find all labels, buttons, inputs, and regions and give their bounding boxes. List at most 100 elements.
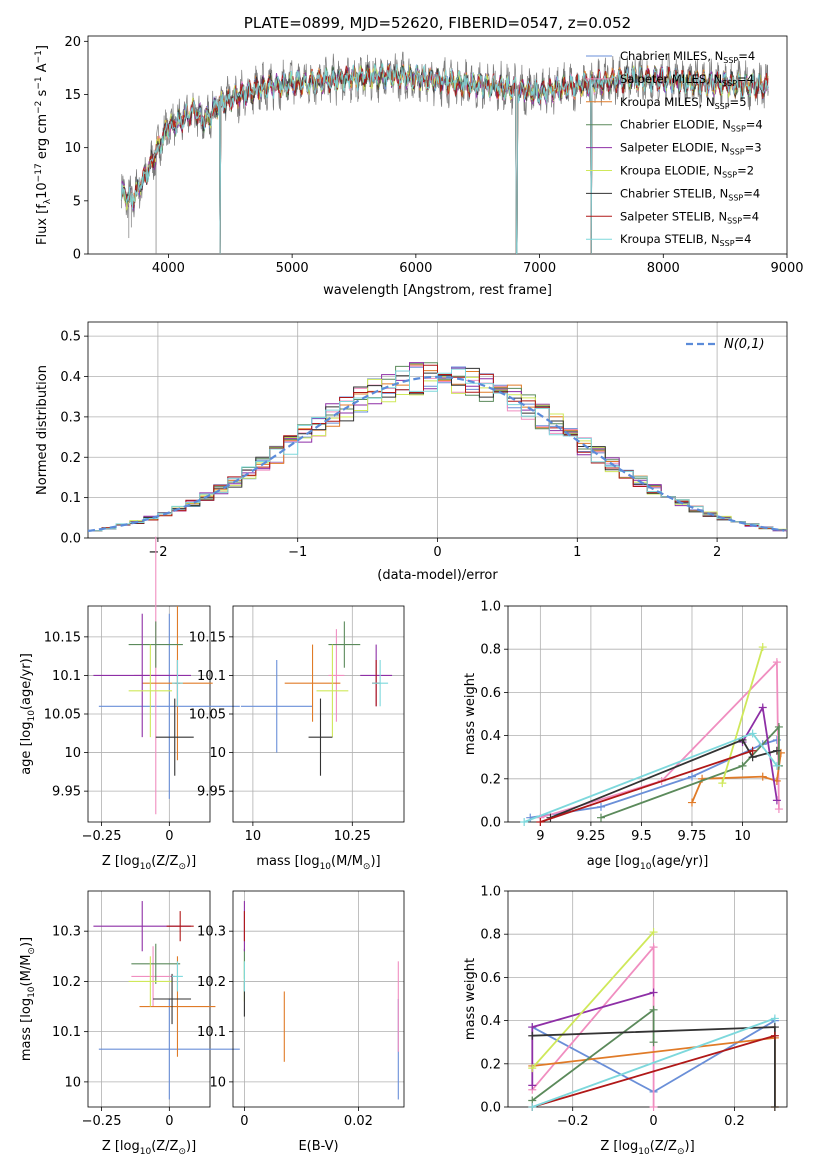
model-spectrum-line <box>120 64 769 254</box>
residual-histogram-panel: −2 −1 0 1 2 0.0 0.1 0.2 0.3 0.4 0.5 (data-model)/er… <box>35 321 788 583</box>
legend-sep: , <box>714 141 721 155</box>
weight-marker <box>528 1023 537 1032</box>
weight-vs-metallicity-panel: −0.2 0 0.2 0.0 0.2 0.4 0.6 0.8 1.0 Z [log10(Z/Z⊙)… <box>463 885 788 1157</box>
y-tick-label: 0.2 <box>60 451 81 466</box>
axes-frame <box>507 890 788 1108</box>
x-tick-label: 9.25 <box>576 829 605 844</box>
weight-marker <box>528 1064 537 1073</box>
legend-sep: , <box>704 232 711 246</box>
axes-frame <box>87 35 788 255</box>
error-point <box>240 660 313 753</box>
weight-marker <box>528 1103 537 1111</box>
weight-marker <box>528 1081 537 1090</box>
ylabel-sub: 10 <box>27 986 37 998</box>
xlabel: age [log <box>587 854 640 869</box>
x-tick-label: 10 <box>245 829 262 844</box>
x-axis-label: Z [log10(Z/Z⊙)] <box>600 1139 694 1157</box>
y-tick-label: 10.1 <box>52 669 81 684</box>
error-point <box>316 644 349 738</box>
nssp-label: N <box>722 118 731 132</box>
xlabel: (data-model)/error <box>377 568 498 583</box>
y-axis-label: mass weight <box>463 958 478 1040</box>
normal-distribution-curve <box>87 375 785 532</box>
ylabel-sub: λ <box>43 198 53 204</box>
weight-marker <box>649 988 658 997</box>
mass-vs-ebv-panel: 0 0.02 10 10.1 10.2 10.3 E(B-V) <box>197 890 405 1154</box>
weight-series <box>520 729 781 826</box>
error-point <box>172 961 183 992</box>
nssp-value: 4 <box>747 72 754 86</box>
y-tick-label: 0.4 <box>480 729 501 744</box>
x-tick-label: −0.25 <box>82 1114 122 1129</box>
weight-line <box>550 738 778 819</box>
x-tick-label: 0.02 <box>344 1114 373 1129</box>
ylabel-end: )] <box>19 937 34 947</box>
weight-line <box>531 991 654 1086</box>
model-spectrum-line <box>120 63 769 254</box>
ylabel: age [log <box>19 722 34 775</box>
model-spectrum-line <box>120 63 769 254</box>
xlabel-sub: 10 <box>140 1147 152 1157</box>
weight-marker <box>649 1103 658 1111</box>
error-point <box>172 660 183 707</box>
ylabel-end: ] <box>35 45 50 50</box>
legend-entry: Chabrier MILES, NSSP=4 <box>620 49 755 65</box>
x-tick-label: 6000 <box>399 261 432 276</box>
legend-sep: , <box>707 49 714 63</box>
x-tick-label: 9000 <box>770 261 803 276</box>
legend-eq: = <box>742 209 752 223</box>
y-axis-label: age [log10(age/yr)] <box>19 653 37 775</box>
y-tick-label: 0.3 <box>60 410 81 425</box>
error-point <box>128 621 183 668</box>
xlabel-rest: (Z/Z <box>151 854 178 869</box>
x-axis-label: wavelength [Angstrom, rest frame] <box>323 283 552 298</box>
legend-name: Kroupa MILES <box>620 95 699 109</box>
error-point <box>308 698 333 776</box>
weight-series <box>528 988 658 1090</box>
y-tick-label: 10 <box>209 1075 226 1090</box>
legend-eq: = <box>737 164 747 178</box>
y-tick-label: 9.95 <box>52 785 81 800</box>
weight-line <box>600 724 780 819</box>
error-point <box>93 613 192 738</box>
legend-eq: = <box>743 186 753 200</box>
legend-entry: Chabrier STELIB, NSSP=4 <box>620 186 760 202</box>
xlabel-sub: 10 <box>140 862 152 872</box>
y-tick-label: 0.8 <box>480 643 501 658</box>
error-point <box>372 660 389 707</box>
weight-marker <box>520 818 529 826</box>
xlabel-sub2: ⊙ <box>677 1147 685 1157</box>
legend-eq: = <box>738 49 748 63</box>
legend-name: Salpeter STELIB <box>620 209 711 223</box>
nssp-value: 4 <box>752 209 759 223</box>
legend-name: Chabrier STELIB <box>620 186 712 200</box>
legend-name: Salpeter MILES <box>620 72 706 86</box>
x-tick-label: −2 <box>148 545 167 560</box>
xlabel-sub: 10 <box>640 862 652 872</box>
x-axis-label: E(B-V) <box>298 1139 338 1154</box>
y-tick-label: 0.2 <box>480 1057 501 1072</box>
y-tick-label: 10 <box>209 746 226 761</box>
error-point <box>155 698 194 776</box>
x-tick-label: 5000 <box>276 261 309 276</box>
xlabel: Z [log <box>102 854 140 869</box>
y-tick-label: 10.2 <box>52 975 81 990</box>
y-tick-label: 10.1 <box>197 1025 226 1040</box>
weight-marker <box>758 772 767 781</box>
chart-title: PLATE=0899, MJD=52620, FIBERID=0547, z=0… <box>244 14 631 32</box>
legend-eq: = <box>735 232 745 246</box>
y-tick-label: 10.1 <box>197 669 226 684</box>
nssp-sub: SSP <box>727 216 742 225</box>
weight-line <box>531 931 655 1069</box>
axes-frame <box>232 890 405 1108</box>
error-point <box>284 644 341 722</box>
y-tick-label: 0.0 <box>60 532 81 547</box>
y-tick-label: 10.3 <box>197 925 226 940</box>
ylabel-rest: (age/yr)] <box>19 653 34 710</box>
nssp-sub: SSP <box>728 193 743 202</box>
weight-marker <box>770 1031 779 1040</box>
model-spectrum-line <box>120 64 769 254</box>
